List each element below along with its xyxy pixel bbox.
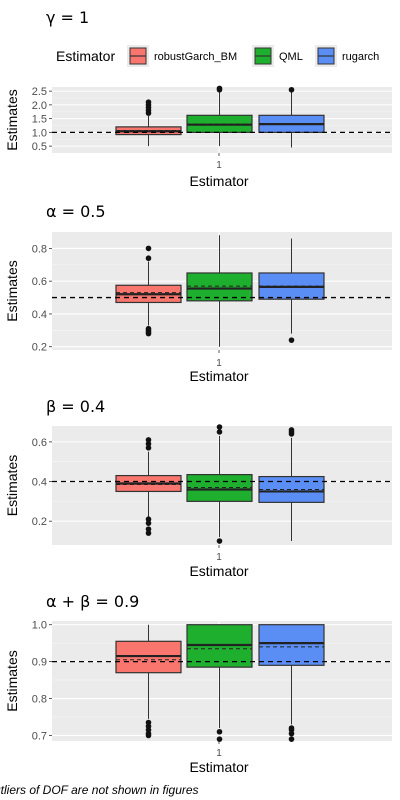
y-tick-label: 0.7 [32,730,47,742]
outlier-point [216,429,223,435]
y-tick-label: 0.8 [32,694,47,706]
outlier-point [145,325,152,332]
y-tick-label: 0.6 [32,437,47,449]
y-tick-label: 0.4 [32,309,47,321]
outlier-point [288,86,295,93]
outlier-point [145,520,152,526]
x-tick-label: 1 [216,160,222,171]
x-axis-label: Estimator [189,563,248,579]
panel-title: β = 0.4 [46,397,105,416]
y-tick-label: 0.6 [32,276,47,288]
y-tick-label: 0.2 [32,342,47,354]
outlier-point [288,736,295,742]
y-axis-label: Estimates [4,89,20,150]
panel-title: α = 0.5 [46,202,106,221]
panel-title: γ = 1 [46,8,89,27]
x-tick-label: 1 [216,358,222,369]
outlier-point [145,530,152,536]
x-axis-label: Estimator [189,759,248,775]
y-tick-label: 0.5 [32,141,47,153]
outlier-point [145,516,152,523]
outlier-point [145,255,152,262]
outlier-point [288,337,295,343]
x-tick-label: 1 [216,748,222,759]
x-tick-label: 1 [216,552,222,563]
y-tick-label: 1.0 [32,620,47,632]
legend-title: Estimator [56,48,115,64]
legend-label: QML [279,51,303,63]
y-tick-label: 2.5 [32,86,47,98]
y-tick-label: 1.5 [32,114,47,126]
outlier-point [216,728,223,735]
outlier-point [145,437,152,443]
y-tick-label: 0.4 [32,477,47,489]
box-rugarch [258,624,325,666]
outlier-point [145,441,152,447]
outlier-point [145,719,152,726]
outlier-point [288,427,295,433]
outlier-point [216,538,223,544]
outlier-point [145,245,152,252]
outlier-point [216,85,223,92]
y-axis-label: Estimates [4,260,20,321]
y-axis-label: Estimates [4,455,20,516]
outlier-point [145,99,152,105]
legend-label: robustGarch_BM [154,51,237,63]
panel-title: α + β = 0.9 [46,592,139,611]
x-axis-label: Estimator [189,368,248,384]
y-tick-label: 1.0 [32,127,47,139]
footnote: utliers of DOF are not shown in figures [0,783,199,797]
outlier-point [216,424,223,430]
x-axis-label: Estimator [189,173,248,189]
box-QML [186,272,253,302]
outlier-point [145,445,152,451]
outlier-point [216,736,223,742]
y-tick-label: 0.9 [32,657,47,669]
outlier-point [145,526,152,532]
y-axis-label: Estimates [4,650,20,711]
outlier-point [288,725,295,731]
legend-label: rugarch [342,51,379,63]
y-tick-label: 2.0 [32,100,47,112]
y-tick-label: 0.2 [32,516,47,528]
y-tick-label: 0.8 [32,243,47,255]
